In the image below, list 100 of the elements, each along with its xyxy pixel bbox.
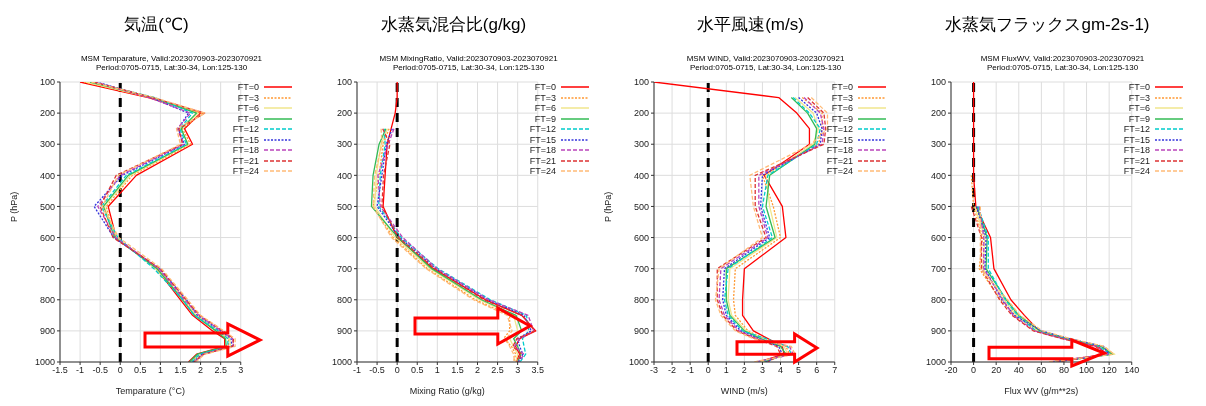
y-axis-title: P (hPa) bbox=[9, 191, 20, 222]
chart-subtitle: MSM Temparature, Valid:2023070903-2023070921 Period:0705-0715, Lat:30-34, Lon:125-130 bbox=[79, 54, 264, 72]
x-tick-label: 4 bbox=[778, 365, 784, 376]
y-tick-label: 900 bbox=[336, 326, 352, 337]
y-tick-label: 900 bbox=[633, 326, 649, 337]
y-tick-label: 400 bbox=[633, 170, 649, 181]
legend-label: FT=18 bbox=[529, 145, 556, 156]
legend-label: FT=3 bbox=[1128, 92, 1150, 103]
y-tick-label: 1000 bbox=[331, 357, 352, 368]
x-tick-label: -3 bbox=[649, 365, 659, 376]
y-tick-label: 700 bbox=[930, 263, 946, 274]
legend-label: FT=6 bbox=[831, 103, 853, 114]
legend-label: FT=18 bbox=[1123, 145, 1150, 156]
x-tick-label: 20 bbox=[991, 365, 1002, 376]
y-tick-label: 500 bbox=[39, 201, 55, 212]
y-tick-label: 700 bbox=[633, 263, 649, 274]
legend-label: FT=6 bbox=[534, 103, 556, 114]
x-tick-label: -1.5 bbox=[52, 365, 68, 376]
y-tick-label: 800 bbox=[336, 294, 352, 305]
y-tick-label: 1000 bbox=[925, 357, 946, 368]
legend-label: FT=3 bbox=[831, 92, 853, 103]
y-tick-label: 600 bbox=[930, 232, 946, 243]
legend-label: FT=3 bbox=[237, 92, 259, 103]
y-tick-label: 1000 bbox=[628, 357, 649, 368]
x-tick-label: 40 bbox=[1013, 365, 1024, 376]
x-tick-label: -1 bbox=[76, 365, 85, 376]
y-tick-label: 500 bbox=[930, 201, 946, 212]
y-tick-label: 300 bbox=[336, 139, 352, 150]
chart-subtitle: MSM FluxWV, Valid:2023070903-2023070921 Period:0705-0715, Lat:30-34, Lon:125-130 bbox=[979, 54, 1146, 72]
legend-label: FT=12 bbox=[232, 124, 259, 135]
y-tick-label: 200 bbox=[39, 108, 55, 119]
legend-label: FT=0 bbox=[1128, 82, 1150, 93]
legend-label: FT=24 bbox=[826, 166, 853, 177]
legend-label: FT=6 bbox=[1128, 103, 1150, 114]
legend-label: FT=21 bbox=[232, 155, 259, 166]
legend-label: FT=15 bbox=[529, 134, 556, 145]
x-tick-label: 2 bbox=[741, 365, 747, 376]
y-tick-label: 100 bbox=[633, 77, 649, 88]
chart-title: 水平風速(m/s) bbox=[696, 14, 805, 36]
y-tick-label: 600 bbox=[633, 232, 649, 243]
legend-label: FT=24 bbox=[1123, 166, 1150, 177]
x-tick-label: 1 bbox=[434, 365, 440, 376]
y-tick-label: 400 bbox=[336, 170, 352, 181]
y-tick-label: 800 bbox=[930, 294, 946, 305]
y-tick-label: 600 bbox=[336, 232, 352, 243]
x-tick-label: 0 bbox=[117, 365, 123, 376]
legend-label: FT=18 bbox=[826, 145, 853, 156]
legend-label: FT=9 bbox=[534, 113, 556, 124]
legend-label: FT=0 bbox=[237, 82, 259, 93]
chart-title: 気温(℃) bbox=[123, 14, 190, 36]
chart-subtitle: MSM MixingRatio, Valid:2023070903-2023070921 Period:0705-0715, Lat:30-34, Lon:125-130 bbox=[378, 54, 559, 72]
legend-label: FT=3 bbox=[534, 92, 556, 103]
x-tick-label: 3.5 bbox=[531, 365, 544, 376]
y-tick-label: 900 bbox=[930, 326, 946, 337]
x-axis-title: Temparature (°C) bbox=[115, 386, 185, 396]
x-tick-label: 0 bbox=[705, 365, 711, 376]
legend-label: FT=21 bbox=[529, 155, 556, 166]
y-tick-label: 100 bbox=[39, 77, 55, 88]
chart-title: 水蒸気混合比(g/kg) bbox=[379, 14, 528, 36]
x-tick-label: 80 bbox=[1058, 365, 1069, 376]
x-axis-title: Flux WV (g/m**2s) bbox=[1004, 386, 1079, 396]
x-tick-label: 2 bbox=[474, 365, 480, 376]
x-tick-label: 3 bbox=[238, 365, 244, 376]
x-tick-label: 1 bbox=[723, 365, 729, 376]
x-tick-label: -1 bbox=[352, 365, 362, 376]
y-tick-label: 900 bbox=[39, 326, 55, 337]
x-tick-label: 7 bbox=[832, 365, 838, 376]
x-tick-label: 2 bbox=[198, 365, 204, 376]
legend-label: FT=0 bbox=[831, 82, 853, 93]
y-tick-label: 200 bbox=[930, 108, 946, 119]
x-tick-label: 5 bbox=[796, 365, 802, 376]
legend-label: FT=12 bbox=[826, 124, 853, 135]
x-tick-label: -0.5 bbox=[369, 365, 385, 376]
x-tick-label: 120 bbox=[1101, 365, 1117, 376]
y-tick-label: 100 bbox=[930, 77, 946, 88]
legend-label: FT=0 bbox=[534, 82, 556, 93]
y-tick-label: 500 bbox=[633, 201, 649, 212]
x-tick-label: 2.5 bbox=[491, 365, 504, 376]
legend-label: FT=15 bbox=[232, 134, 259, 145]
y-tick-label: 200 bbox=[633, 108, 649, 119]
legend-label: FT=9 bbox=[237, 113, 259, 124]
x-tick-label: -1 bbox=[686, 365, 695, 376]
x-tick-label: 60 bbox=[1036, 365, 1047, 376]
x-tick-label: -2 bbox=[668, 365, 677, 376]
x-tick-label: 0.5 bbox=[410, 365, 424, 376]
y-tick-label: 100 bbox=[336, 77, 352, 88]
x-tick-label: 0.5 bbox=[134, 365, 147, 376]
x-tick-label: 1 bbox=[157, 365, 163, 376]
x-tick-label: 0 bbox=[394, 365, 400, 376]
y-tick-label: 1000 bbox=[34, 357, 55, 368]
x-axis-title: WIND (m/s) bbox=[720, 386, 768, 396]
legend-label: FT=12 bbox=[529, 124, 556, 135]
legend-label: FT=12 bbox=[1123, 124, 1150, 135]
y-tick-label: 300 bbox=[633, 139, 649, 150]
legend-label: FT=15 bbox=[826, 134, 853, 145]
x-axis-title: Mixing Ratio (g/kg) bbox=[409, 386, 485, 396]
y-axis-title: P (hPa) bbox=[603, 191, 614, 222]
x-tick-label: 3 bbox=[515, 365, 521, 376]
x-tick-label: -0.5 bbox=[92, 365, 108, 376]
legend-label: FT=18 bbox=[232, 145, 259, 156]
